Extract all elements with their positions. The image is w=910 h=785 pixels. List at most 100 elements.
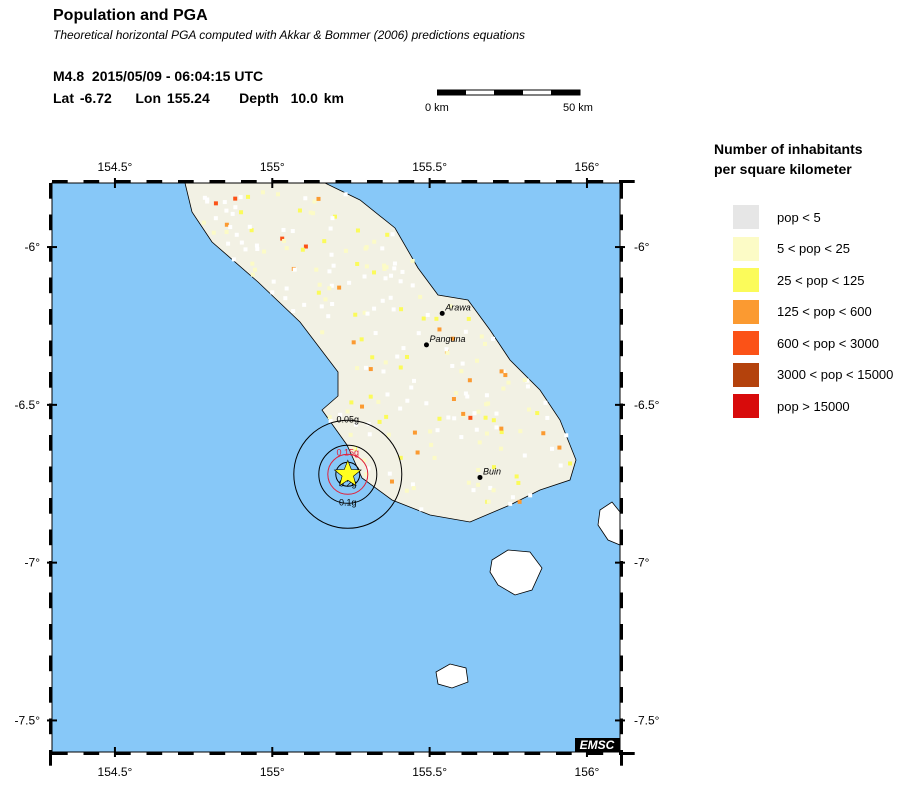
population-cell <box>508 501 513 506</box>
population-cell <box>387 471 392 476</box>
population-cell <box>428 429 433 434</box>
legend-label: pop < 5 <box>777 209 821 225</box>
population-cell <box>483 415 488 420</box>
population-cell <box>484 431 489 436</box>
population-cell <box>291 309 296 314</box>
population-cell <box>312 199 317 204</box>
population-cell <box>491 336 496 341</box>
population-cell <box>452 416 457 421</box>
population-cell <box>329 252 334 257</box>
legend-label: 5 < pop < 25 <box>777 241 851 256</box>
lon-label-top: 155° <box>260 160 285 174</box>
population-cell <box>332 214 337 219</box>
population-cell <box>372 306 377 311</box>
legend-swatch <box>733 268 759 292</box>
population-cell <box>491 418 496 423</box>
population-cell <box>525 384 530 389</box>
population-cell <box>368 367 373 372</box>
population-cell <box>545 415 550 420</box>
population-cell <box>421 316 426 321</box>
population-cell <box>331 263 336 268</box>
population-cell <box>486 499 491 504</box>
population-cell <box>472 411 477 416</box>
lat-label-right: -6° <box>634 240 650 254</box>
population-cell <box>398 455 403 460</box>
population-cell <box>437 327 442 332</box>
population-cell <box>389 273 394 278</box>
lat-label-left: -7° <box>25 556 41 570</box>
population-cell <box>382 267 387 272</box>
population-cell <box>380 298 385 303</box>
population-cell <box>474 427 479 432</box>
map[interactable]: 154.5° 154.5° 155° 155° 155.5° 155.5° 156° 156°… <box>0 150 660 785</box>
population-cell <box>276 192 281 197</box>
population-cell <box>254 243 259 248</box>
legend-swatch <box>733 394 759 418</box>
population-cell <box>460 361 465 366</box>
legend-label: 600 < pop < 3000 <box>777 335 879 351</box>
population-cell <box>238 195 243 200</box>
population-cell <box>283 296 288 301</box>
city-marker <box>477 474 483 480</box>
island <box>489 549 543 596</box>
population-cell <box>300 247 305 252</box>
population-cell <box>482 341 487 346</box>
legend-item: 600 < pop < 3000 <box>733 331 879 355</box>
population-cell <box>392 261 397 266</box>
population-cell <box>435 428 440 433</box>
population-cell <box>231 257 236 262</box>
population-cell <box>448 304 453 309</box>
population-cell <box>302 302 307 307</box>
population-cell <box>543 400 548 405</box>
population-cell <box>328 418 333 423</box>
legend-item: 3000 < pop < 15000 <box>733 362 893 387</box>
population-cell <box>239 240 244 245</box>
population-cell <box>284 286 289 291</box>
population-cell <box>461 411 466 416</box>
population-cell <box>437 416 442 421</box>
population-cell <box>429 442 434 447</box>
population-cell <box>488 485 493 490</box>
population-cell <box>329 283 334 288</box>
population-cell <box>233 205 238 210</box>
population-cell <box>353 312 358 317</box>
population-cell <box>326 314 331 319</box>
population-cell <box>385 232 390 237</box>
population-cell <box>398 406 403 411</box>
population-cell <box>345 409 350 414</box>
legend-swatch <box>733 299 759 324</box>
population-cell <box>323 297 328 302</box>
population-cell <box>343 192 348 197</box>
lat-label-left: -7.5° <box>15 713 41 727</box>
pga-contour <box>327 453 369 495</box>
scale-end: 50 km <box>563 102 593 114</box>
population-cell <box>476 409 481 414</box>
population-cell <box>363 246 368 251</box>
population-cell <box>518 429 523 434</box>
population-cell <box>377 419 382 424</box>
population-cell <box>205 197 210 202</box>
population-cell <box>558 463 563 468</box>
population-cell <box>250 261 255 266</box>
population-cell <box>367 432 372 437</box>
legend-item: pop < 5 <box>733 205 821 229</box>
population-cell <box>372 270 377 275</box>
population-cell <box>564 433 569 438</box>
epicenter-star-icon <box>333 459 362 487</box>
population-cell <box>410 482 415 487</box>
population-cell <box>399 307 404 312</box>
city-label: Panguna <box>429 334 465 344</box>
legend-title-line: per square kilometer <box>714 161 852 177</box>
population-cell <box>260 190 265 195</box>
population-cell <box>330 216 335 221</box>
population-cell <box>416 331 421 336</box>
emsc-logo <box>575 738 620 752</box>
population-cell <box>503 373 508 378</box>
population-cell <box>410 258 415 263</box>
population-cell <box>418 294 423 299</box>
population-cell <box>271 279 276 284</box>
population-cell <box>314 267 319 272</box>
legend-swatch <box>733 236 759 261</box>
population-cell <box>388 295 393 300</box>
population-cell <box>471 488 476 493</box>
